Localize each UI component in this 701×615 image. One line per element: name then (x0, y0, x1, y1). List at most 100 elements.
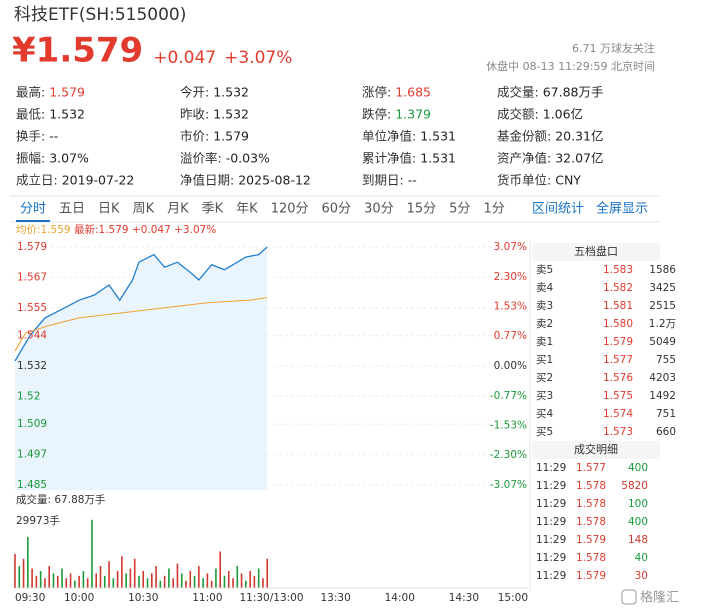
legend-latest: 最新:1.579 +0.047 +3.07% (74, 223, 216, 236)
tab[interactable]: 1分 (483, 202, 504, 217)
x-tick-label: 15:00 (498, 592, 528, 604)
x-tick-label: 09:30 (15, 592, 45, 604)
x-tick-label: 13:30 (320, 592, 350, 604)
stat-label: 成立日: (16, 173, 58, 188)
book-side: 卖4 (536, 282, 553, 294)
tab[interactable]: 分时 (20, 202, 46, 217)
tab[interactable]: 120分 (271, 202, 309, 217)
volume-bar (146, 578, 149, 588)
tab[interactable]: 年K (236, 202, 258, 217)
volume-bar (52, 573, 55, 588)
volume-bar (172, 578, 174, 588)
tab[interactable]: 周K (133, 202, 155, 217)
trade-volume: 148 (628, 534, 648, 546)
stat-value: 1.579 (49, 85, 85, 100)
panel-header (532, 243, 660, 261)
y2-tick-label: -2.30% (490, 449, 527, 461)
trade-volume: 400 (628, 516, 648, 528)
volume-bar (210, 580, 213, 588)
x-tick-label: 10:30 (128, 592, 158, 604)
trade-time: 11:29 (536, 534, 566, 546)
volume-bar (202, 578, 204, 588)
stat-value: 67.88万手 (543, 85, 604, 100)
volume-bar (163, 575, 166, 588)
volume-bar (133, 558, 136, 588)
link[interactable]: 区间统计 (532, 202, 584, 217)
link[interactable]: 全屏显示 (596, 201, 648, 217)
stat-value: 1.06亿 (543, 107, 583, 122)
stat-value: 1.379 (395, 107, 431, 122)
y-tick-label: 1.532 (17, 360, 47, 372)
stat-label: 累计净值: (362, 151, 416, 166)
stat-label: 涨停: (362, 85, 391, 100)
stat-label: 成交量: (497, 85, 539, 100)
book-side: 买1 (536, 354, 553, 366)
volume-bar (262, 578, 264, 588)
book-volume: 4203 (649, 372, 676, 384)
stat-value: 32.07亿 (555, 151, 603, 166)
book-price: 1.577 (603, 354, 633, 366)
volume-bar (227, 570, 230, 588)
y-tick-label: 1.52 (17, 390, 40, 402)
tab[interactable]: 季K (202, 202, 224, 217)
x-tick-label: 11:30/13:00 (239, 592, 303, 604)
book-side: 买5 (536, 426, 553, 438)
tab[interactable]: 日K (98, 202, 120, 217)
stat-label: 基金份额: (497, 129, 551, 144)
volume-bar (99, 566, 102, 588)
y2-tick-label: -1.53% (490, 419, 527, 431)
avg-line (14, 297, 268, 352)
trade-price: 1.579 (576, 534, 606, 546)
y-tick-label: 1.485 (17, 479, 47, 491)
y2-tick-label: 3.07% (494, 241, 527, 253)
volume-bar (232, 578, 234, 588)
book-side: 买4 (536, 408, 553, 420)
tab[interactable]: 5分 (449, 202, 470, 217)
stat-value: 3.07% (49, 151, 89, 166)
volume-bar (249, 570, 251, 588)
stat-value: -- (408, 173, 417, 188)
book-side: 卖1 (536, 336, 553, 348)
x-tick-label: 10:00 (64, 592, 94, 604)
logo (621, 589, 637, 605)
volume-bar (125, 573, 127, 588)
book-side: 卖2 (536, 318, 553, 330)
tab[interactable]: 月K (167, 202, 189, 217)
y-tick-label: 1.497 (17, 449, 47, 461)
trade-volume: 30 (635, 570, 648, 582)
tab[interactable]: 五日 (59, 202, 85, 217)
y2-tick-label: 0.77% (494, 330, 527, 342)
volume-tick-label: 29973手 (16, 514, 60, 527)
volume-bar (236, 566, 239, 588)
change-pct: +3.07% (224, 48, 292, 68)
volume-bar (95, 573, 98, 588)
tab[interactable]: 30分 (364, 202, 394, 217)
trade-volume: 400 (628, 462, 648, 474)
trade-volume: 40 (635, 552, 648, 564)
stat-label: 今开: (180, 85, 209, 100)
tab[interactable]: 60分 (322, 202, 352, 217)
stat-label: 最低: (16, 107, 45, 122)
tab[interactable]: 15分 (407, 202, 437, 217)
volume-bar (103, 575, 106, 588)
stat-value: -0.03% (226, 151, 270, 166)
stat-value: 1.532 (213, 107, 249, 122)
stat-label: 振幅: (16, 151, 45, 166)
trade-time: 11:29 (536, 480, 566, 492)
stat-value: 1.532 (49, 107, 85, 122)
stat-value: 2019-07-22 (62, 173, 135, 188)
volume-bar (223, 575, 226, 588)
volume-bar (44, 578, 46, 588)
y2-tick-label: 0.00% (494, 360, 527, 372)
volume-bar (198, 566, 200, 588)
volume-label: 成交量: 67.88万手 (16, 493, 105, 506)
trade-price: 1.578 (576, 552, 606, 564)
book-price: 1.583 (603, 264, 633, 276)
volume-bar (206, 573, 209, 588)
x-tick-label: 14:30 (449, 592, 479, 604)
y-tick-label: 1.567 (17, 271, 47, 283)
volume-bar (112, 578, 115, 588)
volume-bar (215, 568, 217, 588)
volume-bar (257, 568, 260, 588)
